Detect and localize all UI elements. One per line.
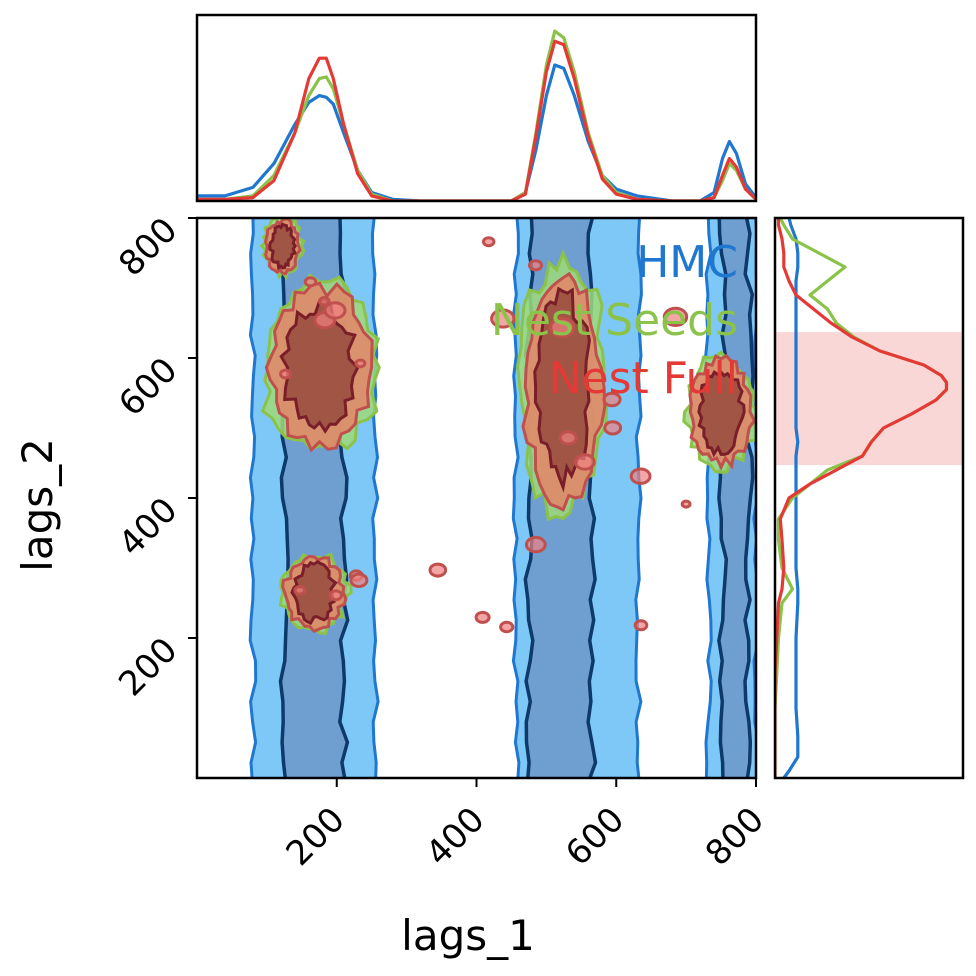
nest-full-island: [662, 306, 689, 327]
right-marginal-frame: [773, 216, 965, 780]
top-marginal-plot: [195, 13, 758, 203]
nest-full-island: [328, 589, 344, 602]
nest-full-island: [603, 420, 623, 436]
legend-entry-hmc: HMC: [636, 237, 738, 288]
nest-full-island: [558, 430, 578, 446]
right-marginal-plot: [773, 216, 965, 780]
nest-full-island: [524, 535, 547, 554]
right-marginal-nest-full: [775, 218, 949, 778]
legend-entry-nest-seeds: Nest Seeds: [491, 295, 738, 346]
nest-full-contour-inner-2: [697, 370, 746, 458]
nest-full-contour-inner-4: [268, 222, 297, 271]
nest-full-island: [474, 610, 491, 624]
nest-full-island: [629, 467, 652, 485]
legend: HMC Nest Seeds Nest Full: [491, 237, 738, 404]
x-tick-label: 400: [418, 800, 492, 874]
nest-full-island: [318, 296, 331, 307]
nest-full-island: [680, 499, 692, 509]
nest-full-island: [549, 317, 576, 338]
nest-full-contour-inner-3: [290, 560, 338, 626]
nest-full-island: [528, 259, 543, 272]
right-marginal-nest-seeds: [775, 218, 949, 778]
x-tick-label: 200: [279, 800, 353, 874]
joint-density-plot: 200 400 600 800 200 400 600 800: [111, 210, 772, 874]
y-axis-label: lags_2: [13, 438, 62, 572]
nest-full-island: [490, 308, 516, 329]
y-tick-label: 800: [111, 210, 185, 284]
x-tick-label: 600: [558, 800, 632, 874]
top-marginal-nest-seeds: [197, 29, 756, 201]
nest-full-island: [482, 236, 496, 248]
nest-full-island: [303, 276, 318, 288]
nest-full-island: [633, 619, 649, 632]
top-marginal-nest-full: [197, 39, 756, 201]
nest-full-island: [354, 358, 367, 369]
y-tick-label: 400: [111, 490, 185, 564]
y-tick-label: 200: [111, 630, 185, 704]
legend-entry-nest-full: Nest Full: [549, 353, 738, 404]
nest-full-island: [573, 453, 596, 471]
nest-full-island: [323, 301, 347, 320]
top-marginal-frame: [195, 13, 758, 203]
nest-full-island: [428, 562, 448, 578]
top-marginal-hmc: [197, 63, 756, 201]
x-axis-ticks: 200 400 600 800: [279, 778, 772, 874]
nest-full-island: [602, 391, 622, 408]
x-tick-label: 800: [698, 800, 772, 874]
nest-full-island: [499, 620, 515, 634]
y-tick-label: 600: [111, 350, 185, 424]
x-axis-label: lags_1: [401, 911, 535, 960]
nest-full-island: [349, 572, 369, 588]
right-marginal-hmc: [782, 218, 800, 778]
y-axis-ticks: 200 400 600 800: [111, 210, 197, 704]
nest-full-island: [279, 368, 293, 380]
nest-full-island: [293, 585, 307, 596]
